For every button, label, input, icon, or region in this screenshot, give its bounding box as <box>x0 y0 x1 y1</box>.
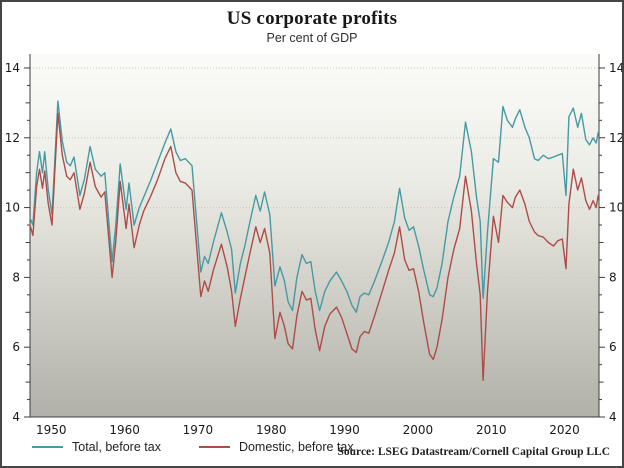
total-line-swatch-icon <box>32 446 63 448</box>
domestic-series-line <box>29 112 599 382</box>
y-axis-label-right-8: 8 <box>609 270 617 284</box>
x-axis-label-2020: 2020 <box>549 423 580 437</box>
domestic-line-swatch-icon <box>198 446 230 448</box>
total-series-line <box>29 100 599 313</box>
legend-label-total: Total, before tax <box>72 440 161 454</box>
legend-item-total: Total, before tax <box>32 440 161 454</box>
y-axis-label-right-4: 4 <box>609 410 617 424</box>
y-axis-label-left-12: 12 <box>5 131 20 145</box>
y-axis-label-left-10: 10 <box>5 201 20 215</box>
source-credit: Source: LSEG Datastream/Cornell Capital … <box>337 446 611 458</box>
chart-subtitle: Per cent of GDP <box>266 31 358 45</box>
legend-label-domestic: Domestic, before tax <box>238 440 354 454</box>
plot-background <box>30 54 599 417</box>
y-axis-label-left-6: 6 <box>12 340 20 354</box>
y-axis-label-right-14: 14 <box>609 61 624 75</box>
y-axis-label-right-6: 6 <box>609 340 617 354</box>
y-axis-label-left-4: 4 <box>12 410 20 424</box>
x-axis-label-2000: 2000 <box>403 423 434 437</box>
x-axis-label-1970: 1970 <box>183 423 214 437</box>
x-axis-label-2010: 2010 <box>476 423 507 437</box>
y-axis-label-left-8: 8 <box>12 270 20 284</box>
y-axis-label-right-10: 10 <box>609 201 624 215</box>
x-axis-label-1960: 1960 <box>109 423 140 437</box>
chart-title: US corporate profits <box>226 8 398 29</box>
y-axis-label-right-12: 12 <box>609 131 624 145</box>
legend-item-domestic: Domestic, before tax <box>198 440 354 454</box>
x-axis-label-1980: 1980 <box>256 423 287 437</box>
y-axis-label-left-14: 14 <box>5 61 20 75</box>
x-axis-label-1950: 1950 <box>36 423 67 437</box>
chart-legend: Total, before tax Domestic, before tax <box>32 440 392 454</box>
x-axis-label-1990: 1990 <box>329 423 360 437</box>
